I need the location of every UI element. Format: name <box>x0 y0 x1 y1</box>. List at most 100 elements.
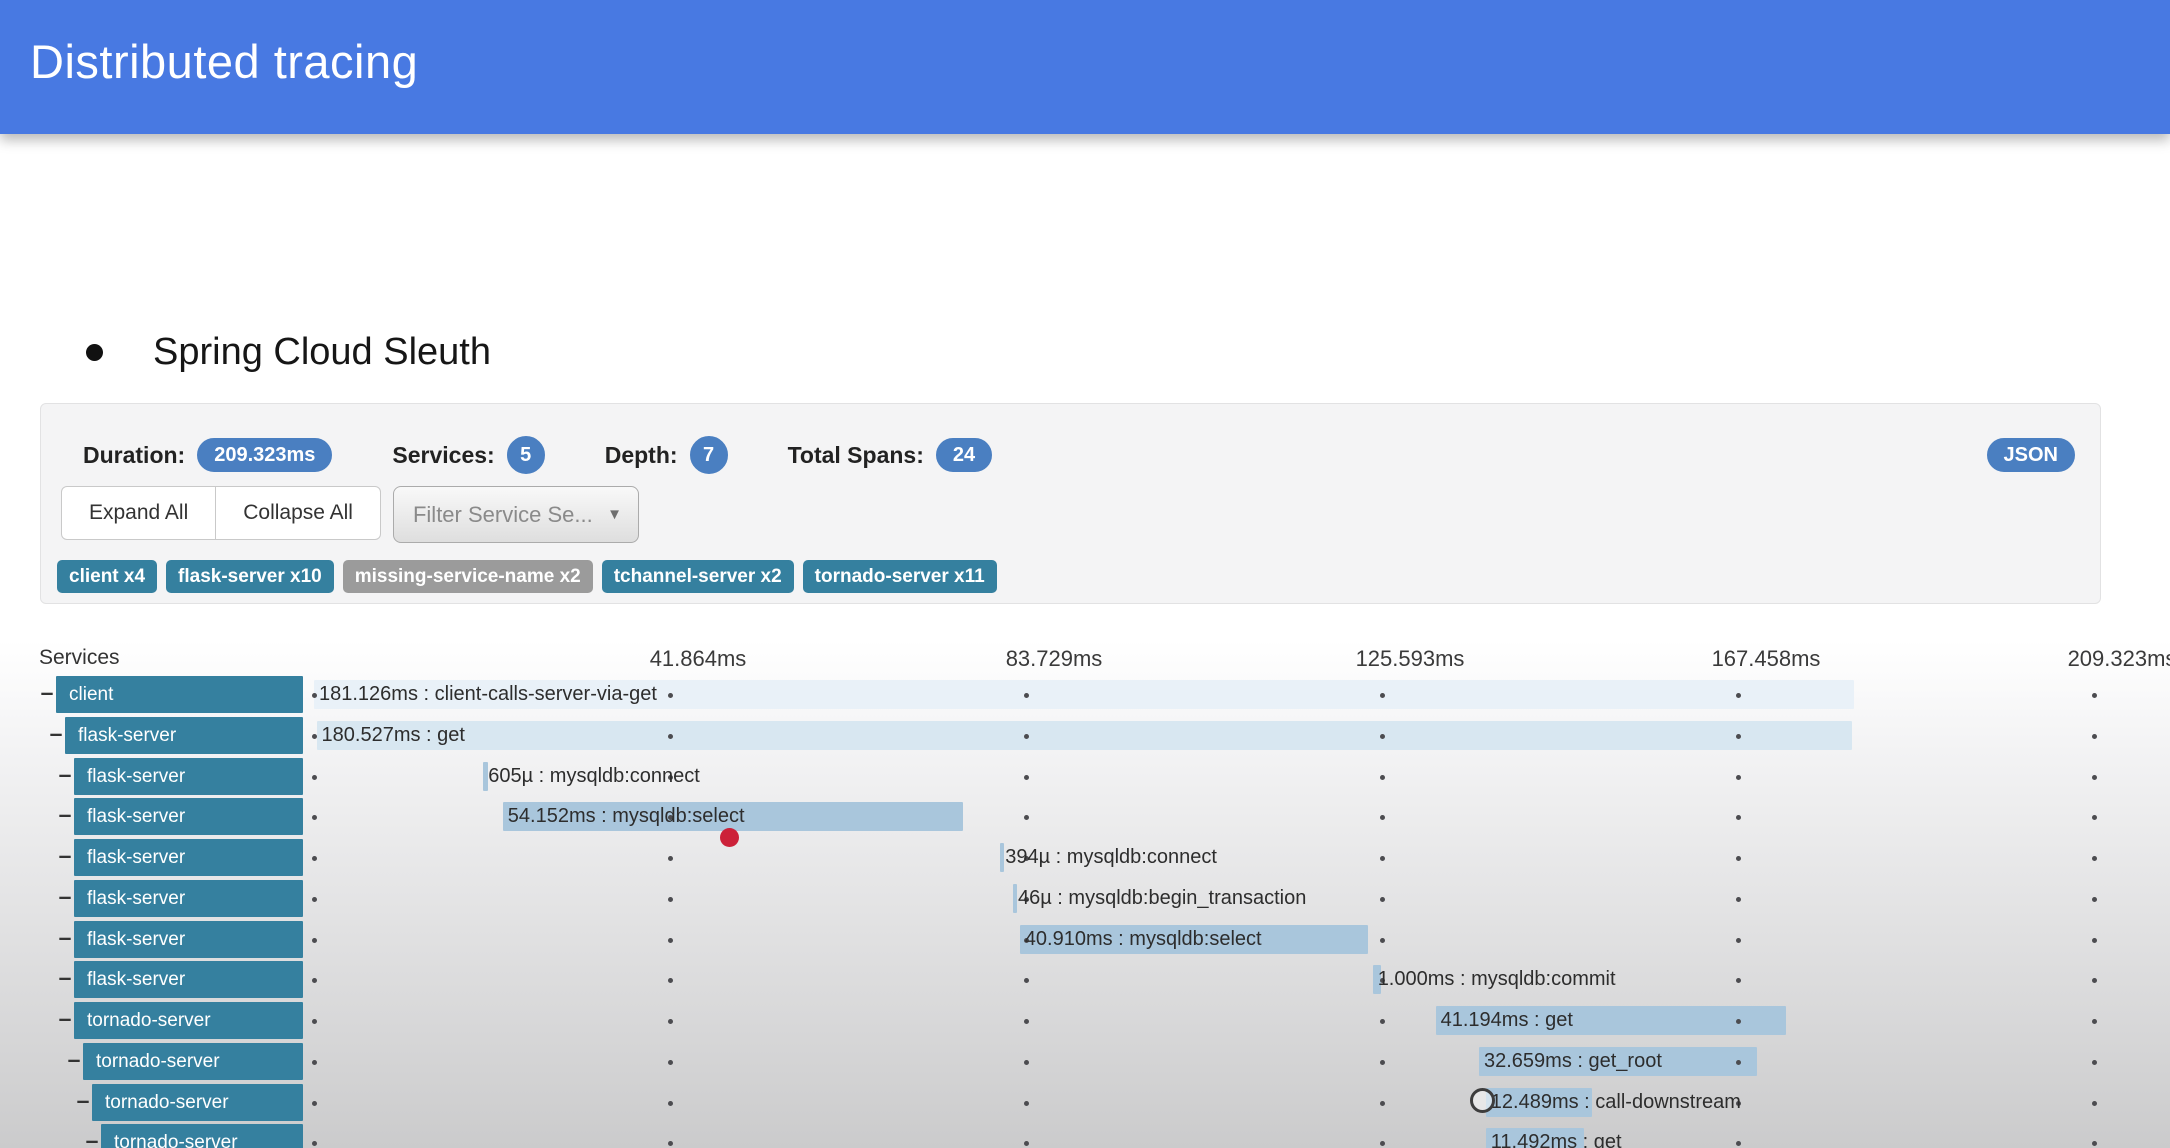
span-label: 180.527ms : get <box>321 723 465 746</box>
collapse-toggle[interactable]: – <box>58 964 72 991</box>
span-bar[interactable] <box>1000 843 1005 873</box>
gridline-dots <box>312 1000 2097 1041</box>
service-name-cell[interactable]: flask-server <box>74 920 303 958</box>
duration-badge: 209.323ms <box>197 438 333 472</box>
depth-badge: 7 <box>689 436 728 474</box>
trace-stats-row: Duration: 209.323ms Services: 5 Depth: 7… <box>83 435 2075 475</box>
table-row: – flask-server 40.910ms : mysqldb:select <box>0 919 2170 960</box>
chevron-down-icon: ▼ <box>607 506 622 523</box>
table-row: – flask-server 394µ : mysqldb:connect <box>0 837 2170 878</box>
span-rows: – client 181.126ms : client-calls-server… <box>0 674 2170 1148</box>
collapse-toggle[interactable]: – <box>58 760 72 787</box>
service-name-cell[interactable]: tornado-server <box>92 1083 303 1121</box>
span-track: 12.489ms : call-downstream <box>312 1082 2097 1123</box>
collapse-toggle[interactable]: – <box>58 1005 72 1032</box>
service-name-cell[interactable]: flask-server <box>74 879 303 917</box>
span-label: 605µ : mysqldb:connect <box>488 764 700 787</box>
expand-all-button[interactable]: Expand All <box>61 486 217 540</box>
span-bar[interactable] <box>1012 883 1017 913</box>
gridline-dots <box>312 1122 2097 1148</box>
table-row: – flask-server 605µ : mysqldb:connect <box>0 756 2170 797</box>
span-bar[interactable] <box>1435 1006 1786 1036</box>
span-label: 11.492ms : get <box>1490 1131 1622 1148</box>
tick-label: 209.323ms <box>2067 646 2170 671</box>
total-spans-badge: 24 <box>935 438 993 472</box>
bullet-text: Spring Cloud Sleuth <box>153 330 491 373</box>
gridline-dots <box>312 1041 2097 1082</box>
table-row: – tornado-server 32.659ms : get_root <box>0 1041 2170 1082</box>
service-tag-tchannel-server[interactable]: tchannel-server x2 <box>601 560 794 593</box>
collapse-toggle[interactable]: – <box>40 679 54 705</box>
span-track: 40.910ms : mysqldb:select <box>312 919 2097 960</box>
bullet-icon <box>86 343 103 361</box>
stat-label: Services: <box>392 441 495 468</box>
collapse-toggle[interactable]: – <box>85 1127 99 1148</box>
service-name-cell[interactable]: flask-server <box>74 798 303 836</box>
stat-label: Total Spans: <box>787 441 924 468</box>
list-item: Spring Cloud Sleuth <box>86 329 491 375</box>
trace-timeline: Services 41.864ms 83.729ms 125.593ms 167… <box>0 640 2170 1148</box>
service-name-cell[interactable]: flask-server <box>74 757 303 795</box>
service-name-cell[interactable]: flask-server <box>74 961 303 999</box>
collapse-toggle[interactable]: – <box>58 842 72 869</box>
service-name-cell[interactable]: client <box>56 676 303 713</box>
trace-controls-row: Expand All Collapse All Filter Service S… <box>61 486 639 543</box>
collapse-toggle[interactable]: – <box>58 923 72 950</box>
collapse-toggle[interactable]: – <box>58 801 72 828</box>
gridline-dots <box>312 1082 2097 1123</box>
span-bar[interactable] <box>314 680 1855 709</box>
span-bar[interactable] <box>502 802 964 832</box>
service-name-cell[interactable]: tornado-server <box>74 1002 303 1040</box>
table-row: – flask-server 1.000ms : mysqldb:commit <box>0 959 2170 1000</box>
stat-label: Duration: <box>83 441 186 468</box>
timeline-header: Services 41.864ms 83.729ms 125.593ms 167… <box>0 646 2170 674</box>
span-label: 40.910ms : mysqldb:select <box>1024 927 1262 950</box>
json-button[interactable]: JSON <box>1986 438 2075 472</box>
span-track: 46µ : mysqldb:begin_transaction <box>312 878 2097 919</box>
cursor-click-circle <box>1470 1088 1495 1113</box>
service-tag-flask-server[interactable]: flask-server x10 <box>166 560 334 593</box>
span-bar[interactable] <box>483 761 489 791</box>
laser-pointer-dot <box>720 828 739 847</box>
span-label: 1.000ms : mysqldb:commit <box>1377 968 1616 991</box>
span-bar[interactable] <box>1485 1128 1584 1148</box>
service-tags-row: client x4 flask-server x10 missing-servi… <box>57 560 997 593</box>
span-track: 54.152ms : mysqldb:select <box>312 796 2097 837</box>
collapse-toggle[interactable]: – <box>67 1045 81 1072</box>
services-column-header: Services <box>39 646 120 669</box>
table-row: – flask-server 180.527ms : get <box>0 715 2170 756</box>
collapse-toggle[interactable]: – <box>76 1086 90 1113</box>
service-name-cell[interactable]: flask-server <box>74 839 303 877</box>
service-name-cell[interactable]: tornado-server <box>101 1124 303 1148</box>
table-row: – client 181.126ms : client-calls-server… <box>0 674 2170 715</box>
span-label: 12.489ms : call-downstream <box>1490 1090 1741 1113</box>
span-bar[interactable] <box>1372 965 1382 995</box>
tick-label: 41.864ms <box>649 646 747 671</box>
stat-total-spans: Total Spans: 24 <box>788 438 993 472</box>
span-track: 32.659ms : get_root <box>312 1041 2097 1082</box>
service-tag-tornado-server[interactable]: tornado-server x11 <box>802 560 997 593</box>
span-bar[interactable] <box>316 720 1852 750</box>
gridline-dots <box>312 959 2097 1000</box>
span-label: 181.126ms : client-calls-server-via-get <box>319 683 657 705</box>
service-tag-client[interactable]: client x4 <box>57 560 158 593</box>
filter-service-dropdown[interactable]: Filter Service Se... ▼ <box>392 486 639 543</box>
span-bar[interactable] <box>1478 1046 1757 1076</box>
stat-label: Depth: <box>604 441 678 468</box>
span-bar[interactable] <box>1019 924 1368 954</box>
span-bar[interactable] <box>1485 1087 1592 1117</box>
span-label: 32.659ms : get_root <box>1483 1049 1662 1072</box>
span-label: 394µ : mysqldb:connect <box>1005 846 1217 869</box>
span-track: 180.527ms : get <box>312 715 2097 756</box>
tick-label: 125.593ms <box>1355 646 1465 671</box>
service-name-cell[interactable]: tornado-server <box>83 1042 303 1080</box>
service-name-cell[interactable]: flask-server <box>65 716 303 754</box>
span-track: 1.000ms : mysqldb:commit <box>312 959 2097 1000</box>
collapse-all-button[interactable]: Collapse All <box>216 486 381 540</box>
slide-header: Distributed tracing <box>0 0 2170 134</box>
collapse-toggle[interactable]: – <box>58 882 72 909</box>
span-label: 46µ : mysqldb:begin_transaction <box>1017 886 1307 909</box>
stat-depth: Depth: 7 <box>605 436 728 474</box>
service-tag-missing-service-name[interactable]: missing-service-name x2 <box>342 560 593 593</box>
collapse-toggle[interactable]: – <box>49 719 63 746</box>
